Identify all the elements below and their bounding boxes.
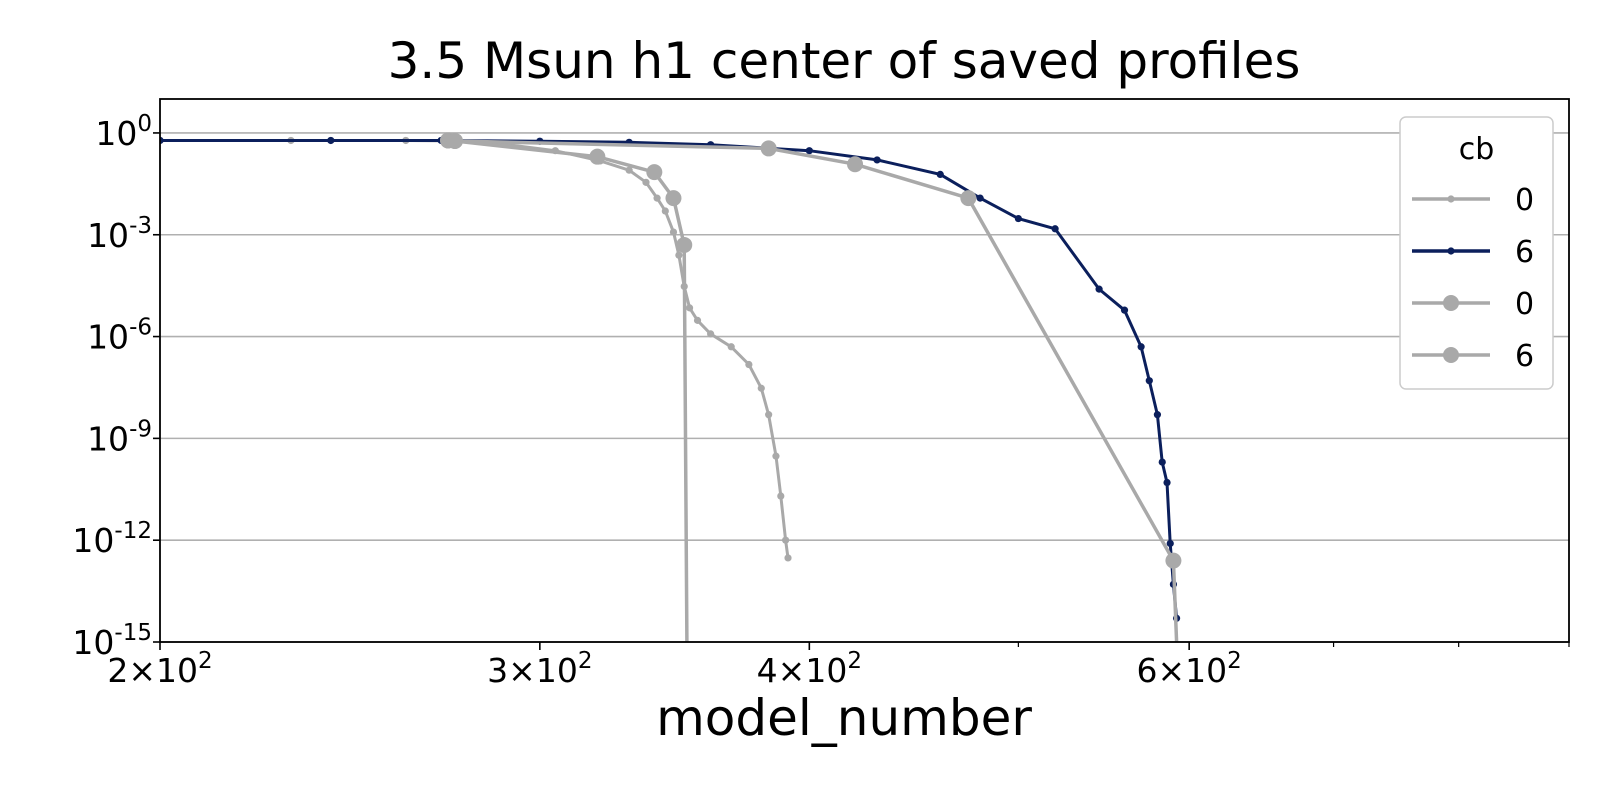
series-layer bbox=[160, 132, 1182, 642]
data-point bbox=[745, 360, 753, 369]
data-point bbox=[625, 166, 633, 174]
y-tick-label: 10-9 bbox=[87, 416, 152, 458]
data-point bbox=[976, 194, 984, 202]
chart-title: 3.5 Msun h1 center of saved profiles bbox=[388, 32, 1301, 90]
data-point bbox=[1051, 225, 1059, 233]
x-tick-label: 6×102 bbox=[1137, 648, 1242, 690]
data-point bbox=[757, 384, 765, 392]
data-point bbox=[960, 190, 977, 207]
legend-title: cb bbox=[1459, 132, 1495, 167]
series-0 bbox=[160, 136, 792, 562]
data-point bbox=[675, 251, 683, 259]
data-point bbox=[1014, 214, 1022, 223]
legend-box bbox=[1399, 116, 1554, 390]
data-point bbox=[765, 411, 773, 419]
data-point bbox=[782, 536, 790, 544]
legend-marker bbox=[1443, 295, 1459, 311]
data-point bbox=[1120, 306, 1129, 314]
data-point bbox=[642, 178, 650, 186]
legend-entry: 0 bbox=[1412, 183, 1534, 218]
data-point bbox=[693, 316, 702, 324]
grid bbox=[160, 132, 1569, 643]
y-tick-label: 100 bbox=[95, 111, 152, 153]
legend-marker bbox=[1447, 247, 1455, 255]
data-point bbox=[589, 148, 606, 165]
data-point bbox=[1145, 377, 1153, 385]
data-point bbox=[772, 452, 780, 460]
series-3 bbox=[440, 132, 1182, 642]
data-point bbox=[685, 304, 694, 312]
series-line bbox=[447, 138, 689, 642]
data-point bbox=[784, 554, 792, 562]
series-line bbox=[447, 138, 1179, 642]
x-tick-label: 3×102 bbox=[487, 648, 592, 690]
data-point bbox=[936, 170, 944, 179]
data-point bbox=[760, 140, 777, 157]
data-point bbox=[1165, 552, 1182, 569]
series-2 bbox=[440, 132, 693, 642]
data-point bbox=[327, 136, 335, 145]
data-point bbox=[646, 164, 663, 181]
data-point bbox=[446, 132, 463, 149]
series-line bbox=[160, 139, 790, 559]
data-point bbox=[873, 156, 881, 164]
data-point bbox=[1137, 343, 1145, 351]
y-tick-label: 10-3 bbox=[87, 213, 152, 255]
legend-label: 6 bbox=[1515, 339, 1534, 374]
data-point bbox=[669, 228, 678, 236]
data-point bbox=[665, 190, 682, 207]
legend-label: 0 bbox=[1515, 183, 1534, 218]
legend-entry: 0 bbox=[1412, 287, 1534, 322]
y-tick-label: 10-15 bbox=[72, 620, 152, 662]
legend-label: 6 bbox=[1515, 235, 1534, 270]
series-line bbox=[160, 139, 1179, 619]
data-point bbox=[847, 156, 864, 173]
data-point bbox=[676, 236, 693, 253]
data-point bbox=[805, 147, 813, 155]
y-tick-label: 10-12 bbox=[72, 518, 152, 560]
data-point bbox=[1166, 539, 1174, 548]
legend-entry: 6 bbox=[1412, 235, 1534, 270]
data-point bbox=[777, 492, 785, 500]
x-tick-label: 4×102 bbox=[757, 648, 862, 690]
x-tick-label: 2×102 bbox=[107, 648, 212, 690]
legend: cb 0 6 0 6 bbox=[1399, 116, 1554, 390]
data-point bbox=[727, 343, 735, 351]
plot-frame bbox=[159, 98, 1570, 643]
y-tick-label: 10-6 bbox=[87, 315, 152, 357]
legend-entry: 6 bbox=[1412, 339, 1534, 374]
data-point bbox=[1095, 285, 1103, 293]
axes: 100 10-3 10-6 10-9 10-12 10-152×102 3×102 4×102… bbox=[72, 98, 1570, 690]
data-point bbox=[1153, 411, 1162, 419]
data-point bbox=[707, 330, 715, 338]
x-axis-label: model_number bbox=[656, 689, 1032, 747]
series-1 bbox=[160, 136, 1181, 622]
data-point bbox=[661, 207, 669, 215]
data-point bbox=[653, 194, 661, 202]
data-point bbox=[1163, 478, 1171, 487]
legend-marker bbox=[1443, 347, 1459, 363]
data-point bbox=[1158, 458, 1166, 466]
legend-label: 0 bbox=[1515, 287, 1534, 322]
legend-marker bbox=[1447, 195, 1455, 203]
